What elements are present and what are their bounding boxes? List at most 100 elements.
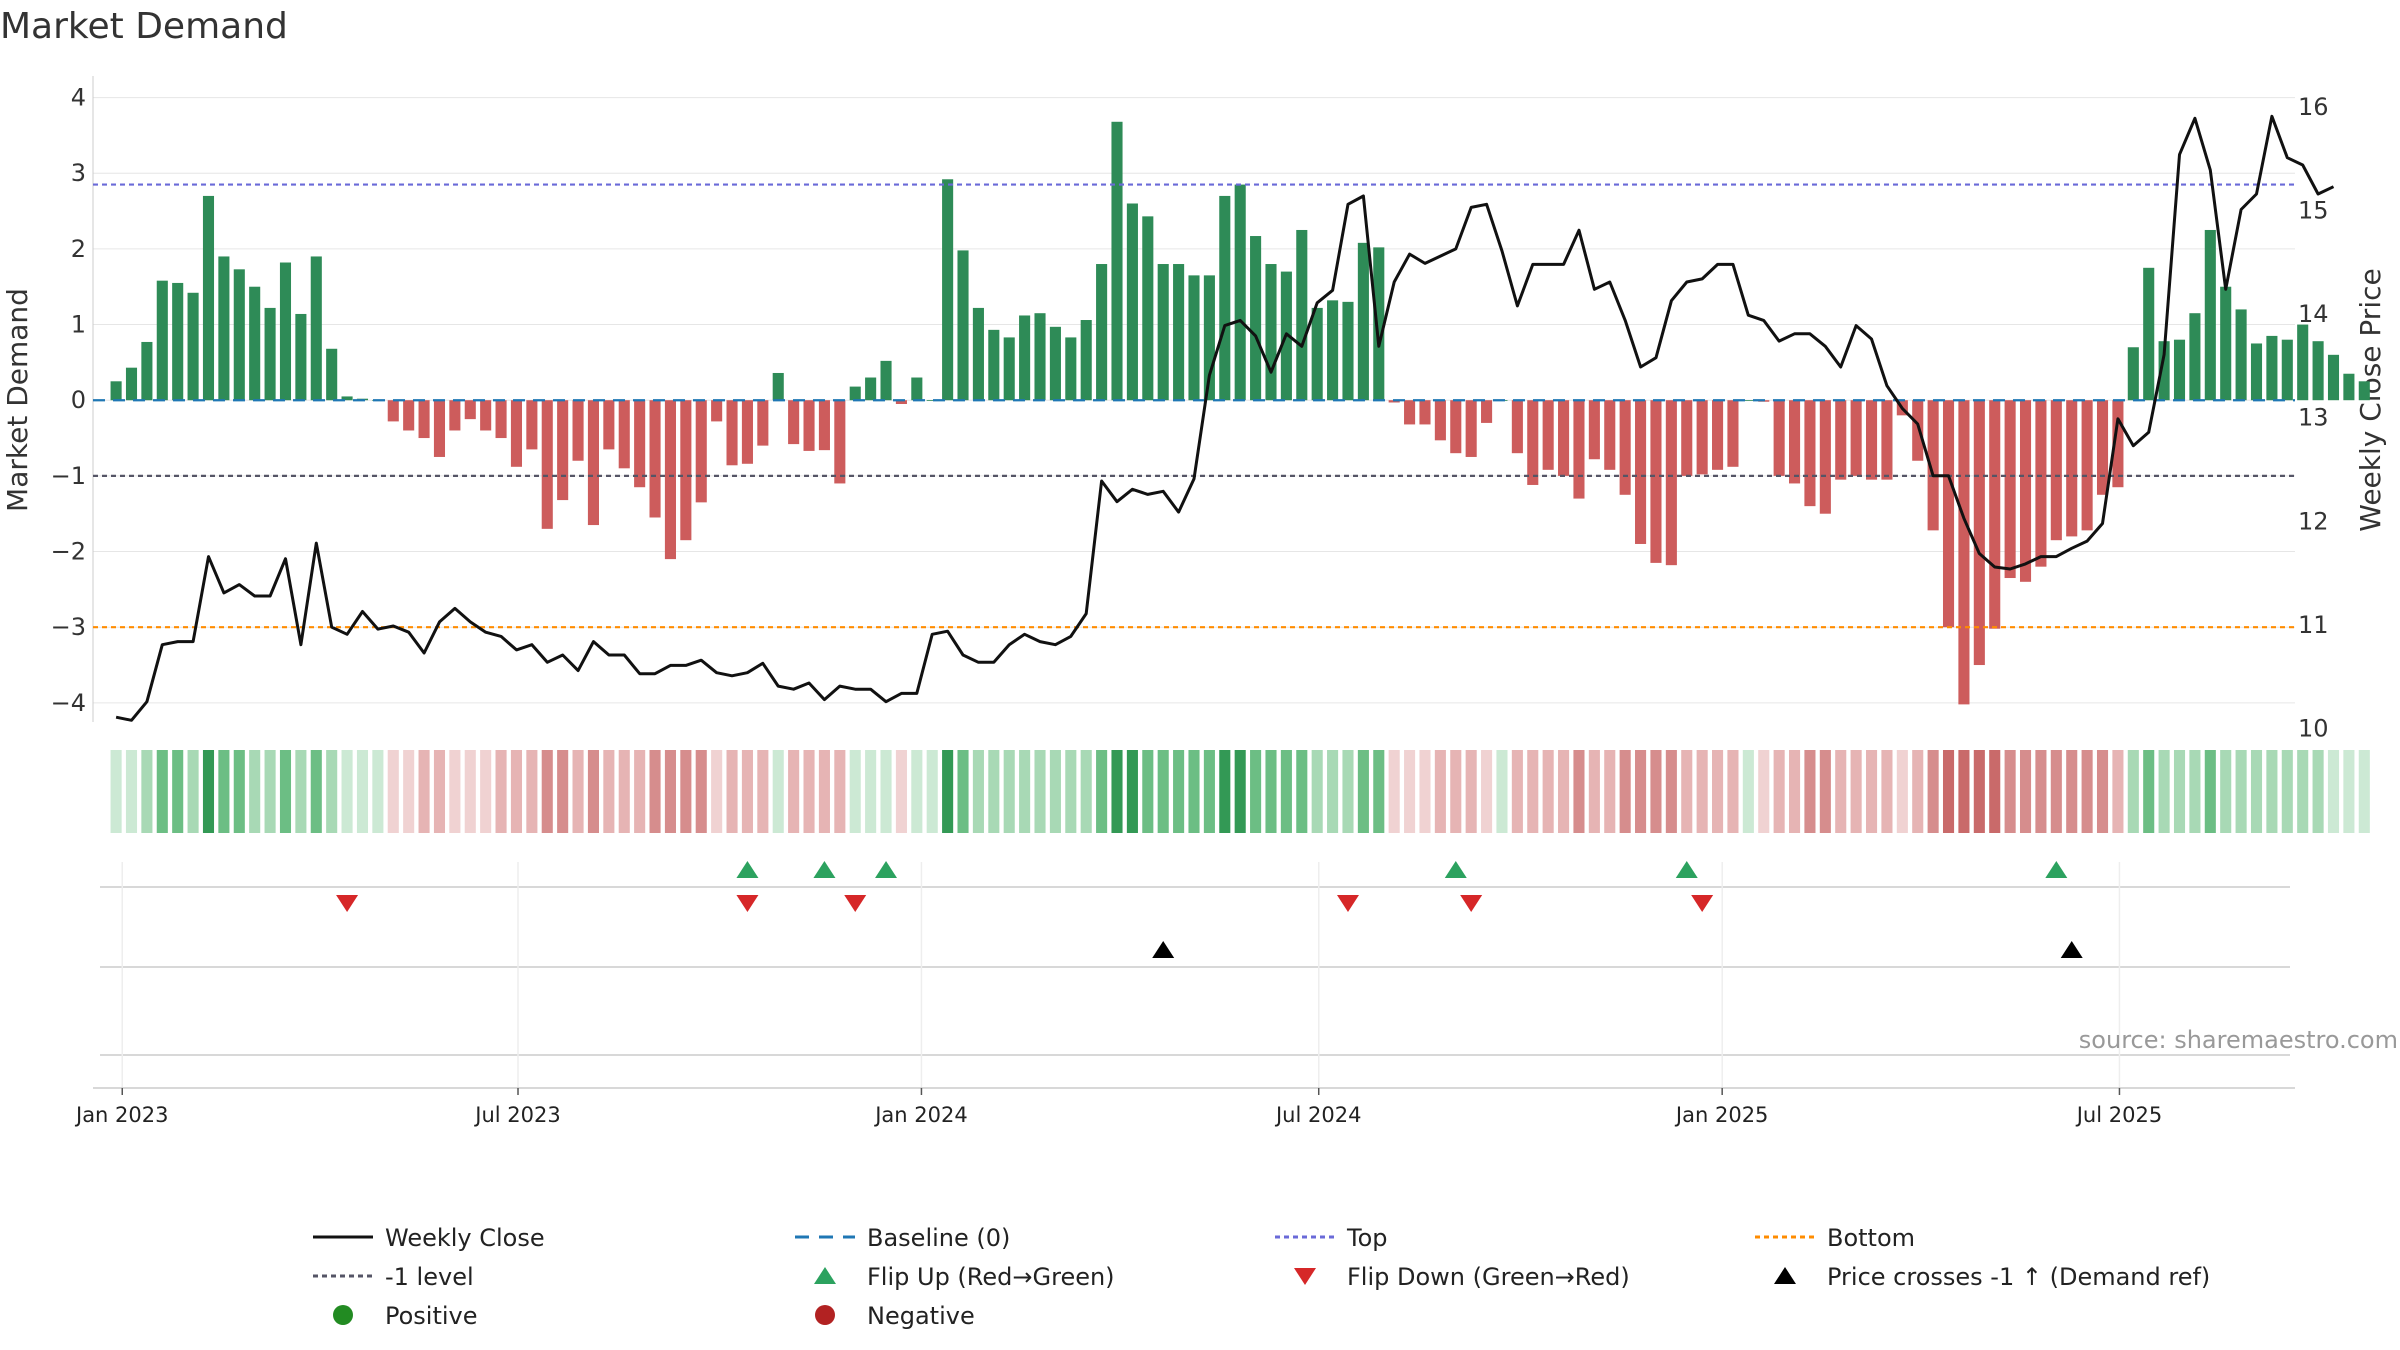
chart-title: Market Demand (0, 6, 288, 47)
demand-bar (249, 286, 261, 401)
heat-cell (634, 750, 646, 833)
heat-cell (1096, 750, 1108, 833)
heat-cell (1973, 750, 1985, 833)
demand-bar (495, 400, 507, 439)
demand-bar (1034, 313, 1046, 401)
heat-cell (2019, 750, 2032, 833)
heat-cell (464, 750, 476, 833)
heat-cell (1712, 750, 1724, 833)
heat-cell (1034, 750, 1046, 833)
y-right-tick-label: 11 (2298, 611, 2329, 639)
demand-bar (480, 400, 492, 431)
heat-cell (233, 750, 245, 833)
demand-bar (587, 400, 599, 526)
heat-cell (572, 750, 584, 833)
heat-cell (1881, 750, 1893, 833)
heat-cell (1588, 750, 1600, 833)
heat-cell (1373, 750, 1385, 833)
heat-cell (249, 750, 261, 833)
legend-label: Bottom (1827, 1224, 1915, 1252)
demand-bar (957, 250, 969, 401)
demand-bar (1727, 400, 1739, 467)
flip-down-marker (336, 895, 359, 912)
heat-cell (449, 750, 461, 833)
heat-cell (1511, 750, 1523, 833)
heat-cell (310, 750, 322, 833)
y-left-tick-label: −3 (51, 613, 86, 641)
heat-cell (726, 750, 738, 833)
source-note: source: sharemaestro.com (2079, 1026, 2398, 1054)
heat-cell (1773, 750, 1785, 833)
demand-bar (2173, 339, 2186, 401)
demand-bar (218, 256, 230, 401)
demand-bar (464, 400, 476, 420)
heat-cell (1604, 750, 1616, 833)
flip-up-marker (1675, 861, 1698, 878)
y-left-tick-label: 0 (71, 386, 86, 414)
heat-cell (2235, 750, 2247, 833)
y-left-tick-label: 3 (71, 159, 86, 187)
demand-bar (1681, 400, 1693, 476)
demand-bar (1912, 400, 1924, 461)
y-right-tick-label: 10 (2298, 715, 2329, 743)
flip-down-marker (736, 895, 759, 912)
demand-bar (264, 307, 276, 401)
flip-down-marker (1460, 895, 1483, 912)
demand-bar (1712, 400, 1724, 470)
demand-bar (2235, 309, 2247, 401)
demand-bar (1173, 264, 1185, 401)
heat-cell (387, 750, 399, 833)
demand-bar (911, 377, 923, 401)
heat-cell (1573, 750, 1585, 833)
demand-bar (2220, 286, 2232, 401)
demand-bar (310, 256, 322, 401)
demand-bar (2081, 400, 2093, 531)
heat-cell (187, 750, 199, 833)
demand-bar (1188, 275, 1200, 401)
demand-bar (1481, 400, 1493, 423)
demand-bar (341, 396, 353, 401)
demand-bar (295, 313, 307, 401)
heat-cell (2127, 750, 2139, 833)
x-tick-label: Jan 2023 (74, 1103, 169, 1127)
demand-bar (1311, 307, 1323, 401)
legend-swatch (1294, 1268, 1316, 1285)
demand-bar (926, 400, 938, 402)
x-tick-label: Jan 2025 (1674, 1103, 1769, 1127)
demand-bar (1619, 400, 1631, 495)
heat-cell (695, 750, 707, 833)
demand-bar (803, 400, 815, 451)
price-cross-marker (2060, 941, 2083, 958)
demand-bar (2204, 229, 2216, 401)
demand-bar (2281, 339, 2293, 401)
heat-cell (1111, 750, 1123, 833)
heat-cell (2312, 750, 2324, 833)
demand-bar (649, 400, 661, 518)
flip-up-marker (813, 861, 836, 878)
heat-cell (2004, 750, 2016, 833)
demand-bar (1573, 400, 1585, 499)
heat-cell (1173, 750, 1185, 833)
heat-cell (326, 750, 338, 833)
heat-cell (1419, 750, 1431, 833)
heat-cell (510, 750, 523, 833)
heat-cell (1481, 750, 1493, 833)
legend-label: Positive (385, 1302, 478, 1330)
y-right-tick-label: 12 (2298, 507, 2329, 535)
legend-label: Baseline (0) (867, 1224, 1010, 1252)
heat-cell (2096, 750, 2109, 833)
heat-cell (2266, 750, 2278, 833)
heat-cell (1758, 750, 1770, 833)
demand-bar (1696, 400, 1708, 475)
x-tick-label: Jan 2024 (873, 1103, 968, 1127)
heat-cell (772, 750, 784, 833)
heat-cell (2158, 750, 2170, 833)
heat-cell (1465, 750, 1477, 833)
heat-cell (2112, 750, 2124, 833)
demand-bar (2250, 343, 2263, 401)
heat-cell (711, 750, 723, 833)
demand-bar (757, 400, 769, 446)
heat-cell (1850, 750, 1862, 833)
heat-cell (125, 750, 138, 833)
demand-bar (1819, 400, 1831, 514)
